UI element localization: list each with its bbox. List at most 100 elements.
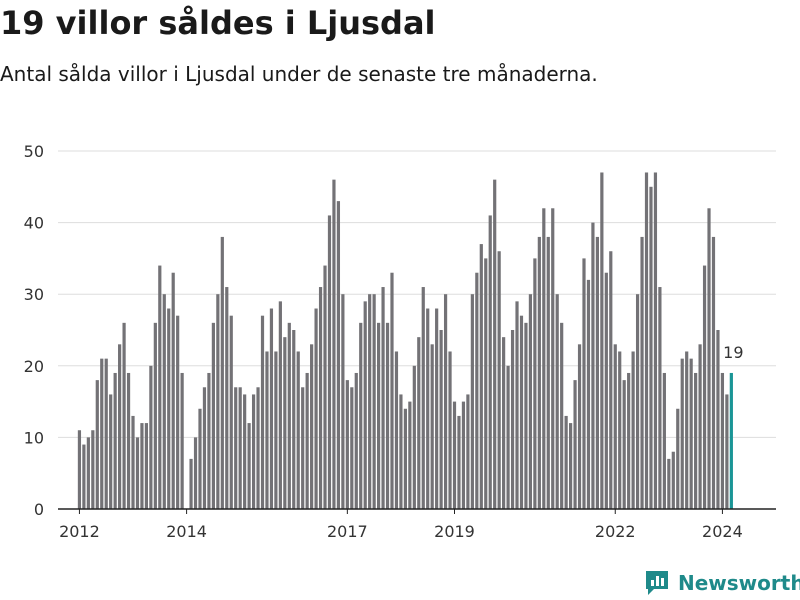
bar	[318, 287, 323, 509]
bar	[363, 301, 367, 509]
brand-logo[interactable]: Newsworthy	[644, 568, 800, 598]
bar	[725, 394, 729, 509]
bar	[91, 430, 95, 509]
bar	[140, 423, 144, 509]
bar	[122, 322, 126, 509]
bar	[82, 444, 86, 509]
data-label-last: 19	[723, 343, 743, 362]
x-tick-label: 2012	[59, 522, 100, 541]
bar	[528, 294, 533, 509]
bar	[350, 387, 354, 509]
bar	[345, 380, 349, 509]
bar	[86, 437, 90, 509]
bar	[582, 258, 586, 509]
y-tick-label: 50	[24, 142, 44, 161]
bar	[510, 330, 515, 509]
bar	[649, 186, 653, 510]
bar	[77, 430, 82, 509]
newsworthy-logo-icon	[646, 571, 668, 595]
bar	[569, 423, 573, 509]
bar	[135, 437, 140, 509]
x-tick-label: 2014	[166, 522, 207, 541]
bar	[711, 236, 716, 510]
bar	[412, 365, 416, 509]
bar	[484, 258, 488, 509]
bar	[287, 322, 291, 509]
bar	[399, 394, 403, 509]
bar	[506, 365, 510, 509]
bar	[497, 251, 501, 510]
bar	[251, 394, 256, 509]
bar	[595, 236, 599, 510]
bar	[604, 272, 608, 509]
bar	[685, 351, 689, 509]
bar	[323, 265, 327, 509]
bar	[640, 236, 644, 510]
bar	[662, 372, 666, 509]
bar	[144, 423, 149, 509]
bar	[390, 272, 394, 509]
bar	[564, 415, 568, 509]
bar	[207, 372, 211, 509]
bar	[327, 215, 332, 509]
y-tick-label: 0	[34, 500, 44, 519]
bar	[573, 380, 577, 509]
bar	[109, 394, 113, 509]
bar	[609, 251, 613, 510]
bar	[198, 408, 202, 509]
bar	[247, 423, 251, 509]
bar	[635, 294, 640, 509]
bar	[537, 236, 541, 510]
bar	[202, 387, 207, 509]
bar	[546, 236, 550, 510]
bar	[95, 380, 99, 509]
bar	[372, 294, 376, 509]
bar	[443, 294, 448, 509]
bar	[126, 372, 131, 509]
bar	[475, 272, 479, 509]
x-tick-label: 2019	[434, 522, 475, 541]
bar	[176, 315, 180, 509]
bar	[220, 236, 224, 510]
bar	[305, 372, 309, 509]
bar	[470, 294, 474, 509]
bar	[488, 215, 492, 509]
bar	[461, 401, 466, 509]
bar	[131, 415, 135, 509]
bar	[118, 344, 122, 509]
data-labels: 19	[723, 343, 743, 362]
y-tick-label: 30	[24, 285, 44, 304]
chart-subtitle: Antal sålda villor i Ljusdal under de se…	[0, 62, 598, 86]
bar	[676, 408, 680, 509]
bar	[452, 401, 457, 509]
bar	[519, 315, 524, 509]
bar	[180, 372, 184, 509]
bar	[515, 301, 519, 509]
bar	[479, 244, 483, 509]
bar	[653, 172, 658, 510]
bar	[113, 372, 117, 509]
bar	[622, 380, 626, 509]
bar	[618, 351, 622, 509]
bar	[394, 351, 399, 509]
bar	[671, 451, 675, 509]
y-tick-label: 20	[24, 357, 44, 376]
bar	[216, 294, 220, 509]
bar	[435, 308, 439, 509]
bar	[502, 337, 506, 509]
bar	[542, 208, 546, 509]
bar	[430, 344, 434, 509]
bar	[234, 387, 238, 509]
bar	[720, 372, 725, 509]
bar	[301, 387, 305, 509]
bar	[314, 308, 318, 509]
bar	[243, 394, 247, 509]
bar	[577, 344, 582, 509]
bar	[457, 415, 461, 509]
bar	[631, 351, 635, 509]
bar	[368, 294, 372, 509]
bar	[417, 337, 421, 509]
bar	[283, 337, 287, 509]
bar	[448, 351, 452, 509]
bar	[439, 330, 443, 509]
